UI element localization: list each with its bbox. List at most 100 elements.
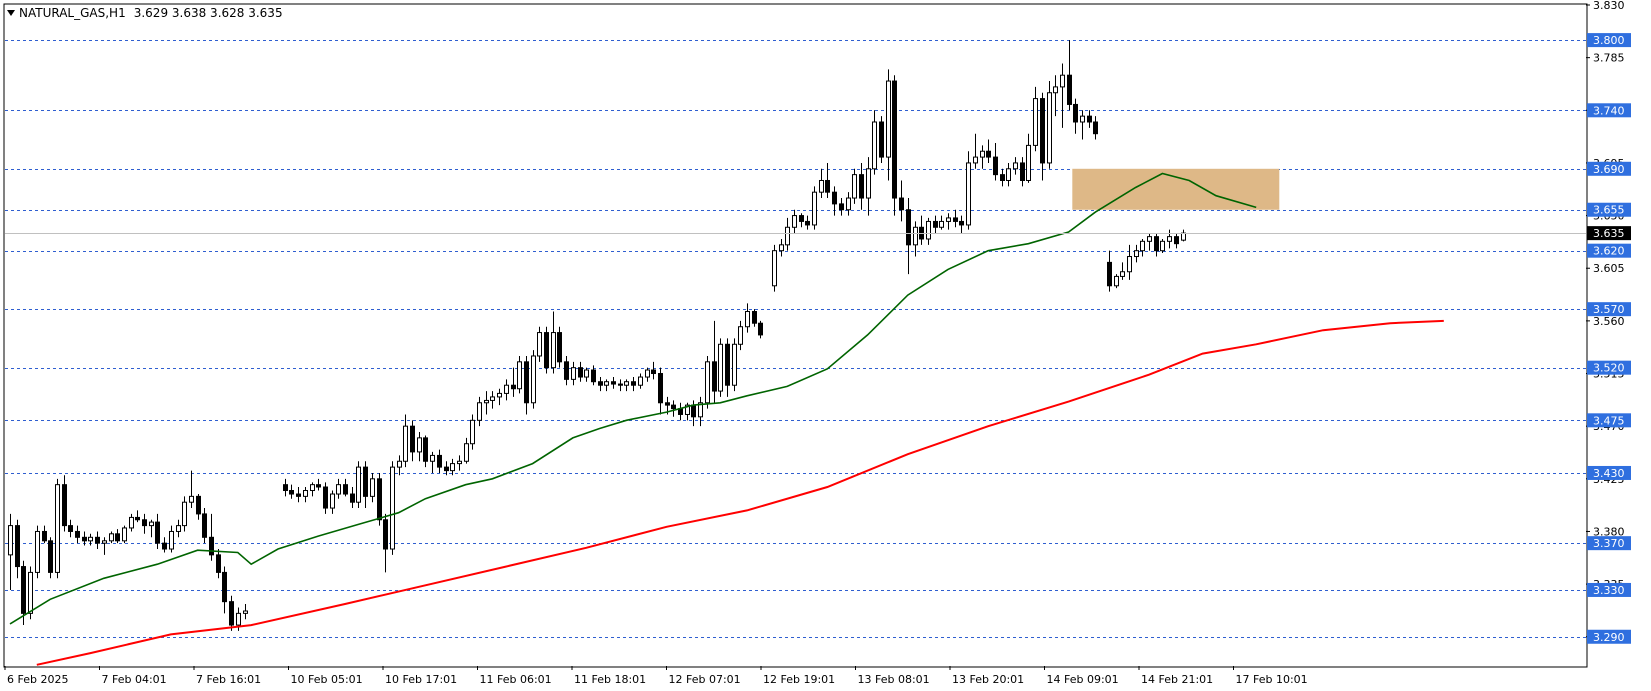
- candle: [758, 320, 763, 339]
- level-badge-bg: [1587, 302, 1631, 317]
- candle-body-bear: [959, 220, 964, 226]
- candle: [524, 355, 529, 415]
- candle-body-bull: [584, 369, 589, 378]
- supply-zone: [1072, 168, 1280, 210]
- level-badge: 3.655: [1587, 202, 1631, 217]
- level-badge: 3.330: [1587, 582, 1631, 597]
- current-price-badge: 3.635: [1587, 226, 1631, 241]
- candle-body-bear: [758, 322, 763, 336]
- candle-body-bear: [658, 373, 663, 404]
- candle-body-bull: [390, 466, 395, 550]
- candle: [557, 326, 562, 368]
- candle: [95, 531, 100, 550]
- level-badge: 3.740: [1587, 103, 1631, 118]
- level-badge: 3.290: [1587, 629, 1631, 644]
- candle: [343, 478, 348, 497]
- candle: [149, 519, 154, 538]
- candle-body-bear: [115, 533, 120, 542]
- candle-body-bear: [906, 209, 911, 246]
- candle: [571, 361, 576, 386]
- candle-body-bull: [846, 197, 851, 211]
- candle: [1147, 233, 1152, 251]
- candle: [866, 157, 871, 216]
- candle: [155, 513, 160, 550]
- level-badge: 3.690: [1587, 161, 1631, 176]
- level-badge-bg: [1587, 360, 1631, 375]
- candle: [229, 595, 234, 631]
- candle-body-bull: [1167, 236, 1172, 242]
- candle-body-bear: [229, 601, 234, 626]
- candle: [973, 133, 978, 169]
- candle: [819, 168, 824, 199]
- candle-body-bull: [176, 525, 181, 532]
- candle: [417, 432, 422, 462]
- candle: [745, 303, 750, 333]
- candle: [15, 519, 20, 579]
- candle-body-bull: [980, 150, 985, 158]
- candle-body-bull: [490, 396, 495, 401]
- candle: [176, 519, 181, 538]
- candle-body-bull: [966, 162, 971, 226]
- candle-body-bull: [913, 226, 918, 246]
- candle: [303, 487, 308, 503]
- candle: [55, 478, 60, 579]
- level-badge-label: 3.520: [1593, 362, 1625, 375]
- candle: [959, 215, 964, 234]
- dropdown-triangle-icon[interactable]: [7, 10, 15, 16]
- candle-body-bear: [289, 490, 294, 495]
- candle: [1013, 157, 1018, 175]
- candle-body-bear: [899, 197, 904, 211]
- candle: [222, 566, 227, 614]
- candle: [752, 309, 757, 327]
- y-tick-label: 3.380: [1593, 525, 1625, 538]
- candle: [993, 143, 998, 181]
- candle: [712, 320, 717, 403]
- candle: [986, 139, 991, 163]
- candle-body-bull: [35, 530, 40, 573]
- candle: [1140, 238, 1145, 257]
- candle: [88, 533, 93, 546]
- x-tick-label: 7 Feb 04:01: [102, 673, 167, 686]
- candle: [316, 478, 321, 491]
- candle-body-bear: [1020, 162, 1025, 181]
- candle: [725, 338, 730, 397]
- candle-body-bull: [303, 490, 308, 497]
- candle: [444, 461, 449, 476]
- candle-body-bear: [363, 466, 368, 497]
- candle-body-bull: [779, 244, 784, 252]
- x-tick-label: 17 Feb 10:01: [1236, 673, 1308, 686]
- candle: [457, 455, 462, 471]
- candle-body-bear: [892, 80, 897, 199]
- level-badge-label: 3.290: [1593, 631, 1625, 644]
- candle-body-bull: [330, 493, 335, 509]
- candle-body-bull: [1160, 240, 1165, 252]
- candle: [825, 162, 830, 199]
- candle: [846, 192, 851, 216]
- candle: [162, 537, 167, 553]
- candle: [350, 487, 355, 509]
- ma-long-line: [36, 319, 1444, 666]
- candle-body-bull: [926, 220, 931, 240]
- candle-body-bear: [21, 566, 26, 614]
- candle-body-bear: [986, 150, 991, 158]
- candle: [638, 373, 643, 389]
- x-tick-label: 11 Feb 06:01: [480, 673, 552, 686]
- candle-body-bull: [718, 343, 723, 392]
- candle-body-bear: [410, 425, 415, 453]
- candle: [1060, 63, 1065, 128]
- candle-body-bear: [611, 381, 616, 385]
- candle-body-bear: [68, 525, 73, 532]
- candle-body-bear: [993, 156, 998, 176]
- candle-body-bear: [316, 484, 321, 488]
- y-tick-label: 3.560: [1593, 315, 1625, 328]
- candle: [310, 482, 315, 497]
- candle: [685, 402, 690, 421]
- candle-body-bull: [1006, 168, 1011, 181]
- candle: [1120, 262, 1125, 280]
- candle-body-bull: [1053, 86, 1058, 94]
- candle: [886, 69, 891, 181]
- level-badge-label: 3.475: [1593, 414, 1625, 427]
- candle: [1073, 98, 1078, 134]
